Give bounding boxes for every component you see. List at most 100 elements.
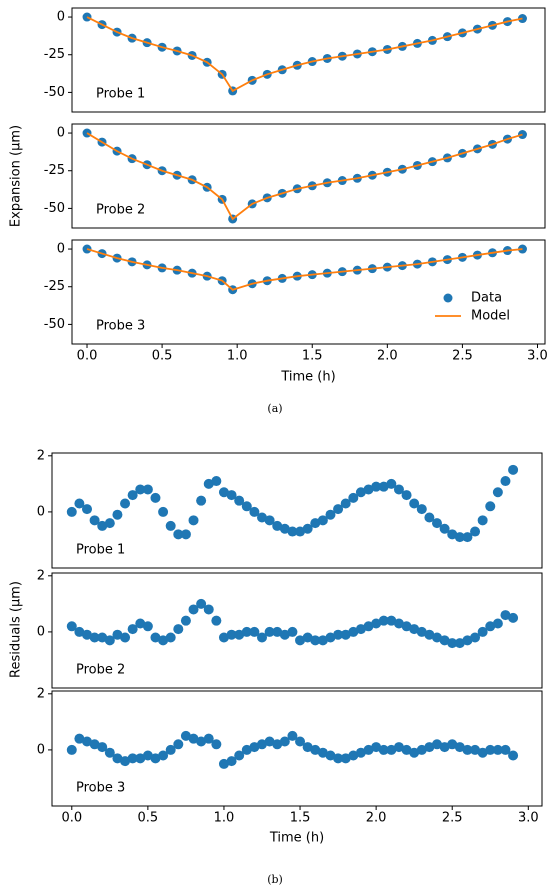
x-tick-label: 1.0 [227,349,248,364]
data-point [257,739,267,750]
data-point [447,638,458,649]
data-point [439,523,450,534]
y-tick-label: 2 [37,448,45,463]
data-point [302,632,313,643]
data-point [97,632,108,643]
data-point [66,744,77,755]
plot-area [82,128,527,224]
data-point [363,621,374,632]
data-point [165,744,176,755]
model-line [86,132,523,221]
probe-label: Probe 1 [76,543,125,558]
data-point [432,518,442,529]
data-point [447,739,458,750]
y-tick-label: -25 [44,47,65,62]
data-point [409,624,420,635]
data-point [348,492,359,503]
data-point [74,626,85,637]
data-point [378,481,389,492]
data-point [416,744,427,755]
data-point [317,635,328,646]
data-point [241,501,252,512]
y-tick-label: 2 [37,686,45,701]
data-point [218,487,229,498]
caption: (a) [267,402,282,415]
data-point [188,604,199,615]
data-point [218,632,229,643]
data-point [500,476,511,487]
data-point [89,632,100,643]
data-point [82,629,92,640]
data-point [409,498,420,509]
data-point [492,744,503,755]
data-point [340,753,351,764]
data-point [447,529,458,540]
data-point [173,624,184,635]
data-point [97,742,108,753]
y-tick-label: -50 [44,85,65,100]
model-line [86,16,523,93]
data-point [508,612,519,623]
data-point [142,484,153,495]
data-point [203,604,214,615]
data-point [295,526,306,537]
data-point [378,744,389,755]
panel-frame [51,572,543,689]
data-point [264,626,275,637]
data-point [104,635,115,646]
data-point [348,750,359,761]
data-point [218,758,229,769]
x-tick-label: 0.0 [61,811,82,826]
plot-area [66,730,519,769]
data-point [348,626,359,637]
y-tick-label: 0 [37,742,45,757]
data-point [500,744,511,755]
data-point [454,532,465,543]
data-point [355,747,366,758]
data-point [386,615,397,626]
data-point [234,629,245,640]
data-point [279,523,290,534]
data-point [325,632,336,643]
data-point [317,747,328,758]
data-point [500,610,511,621]
data-point [180,730,191,741]
data-point [287,730,298,741]
data-point [82,504,92,515]
x-tick-label: 2.5 [452,349,473,364]
y-tick-label: 0 [57,126,65,141]
data-point [196,495,207,506]
data-point [287,526,298,537]
data-point [439,635,450,646]
data-point [203,733,214,744]
data-point [127,490,138,501]
y-tick-label: -25 [44,279,65,294]
data-point [470,526,481,537]
data-point [150,492,161,503]
data-point [424,742,435,753]
data-point [333,504,344,515]
data-point [340,498,351,509]
data-point [485,744,496,755]
data-point [393,484,404,495]
data-point [120,756,131,767]
panel-frame [51,452,543,569]
data-point [454,638,465,649]
data-point [401,621,412,632]
data-point [150,632,161,643]
data-point [470,632,481,643]
data-point [142,750,153,761]
x-tick-label: 3.0 [527,349,548,364]
data-point [112,753,123,764]
data-point [120,632,131,643]
data-point [127,753,138,764]
x-axis-label: Time (h) [269,831,324,846]
data-point [135,484,146,495]
data-point [477,626,488,637]
x-tick-label: 0.5 [152,349,173,364]
data-point [165,632,176,643]
data-point [203,478,214,489]
legend-label: Model [471,309,510,324]
x-tick-label: 3.0 [518,811,539,826]
